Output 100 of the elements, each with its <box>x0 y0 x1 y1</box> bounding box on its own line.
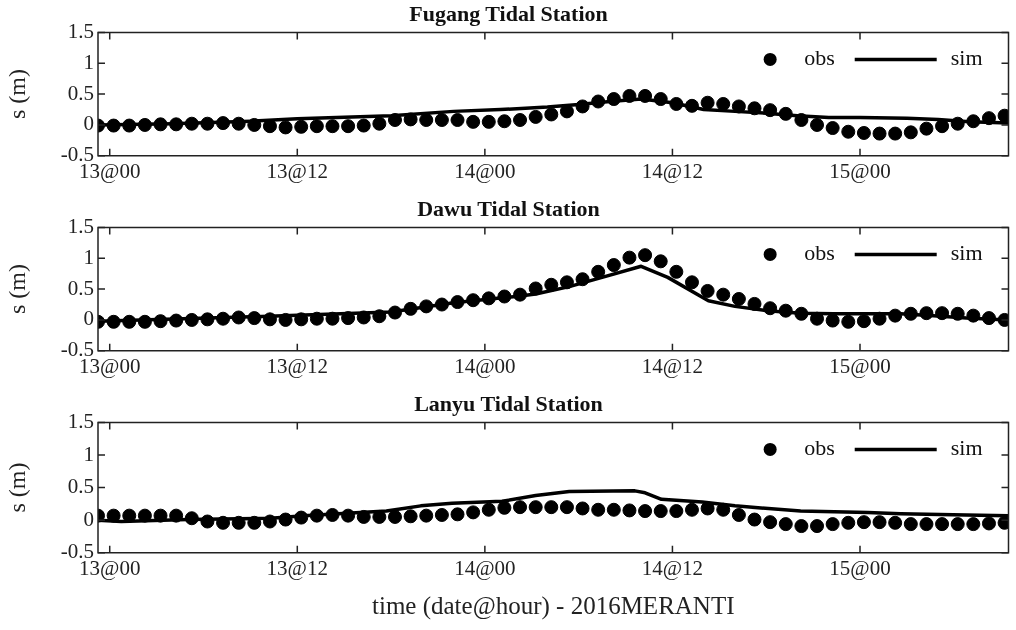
point <box>606 258 621 273</box>
chart-title: Dawu Tidal Station <box>417 195 600 221</box>
point <box>200 116 215 131</box>
point <box>544 500 559 515</box>
point <box>278 312 293 327</box>
x-tick-label: 15@00 <box>829 555 891 580</box>
point <box>122 314 137 329</box>
point <box>184 116 199 131</box>
point <box>872 515 887 530</box>
x-tick-label: 14@12 <box>641 353 704 378</box>
point <box>591 264 606 279</box>
point <box>325 119 340 134</box>
point <box>653 254 668 269</box>
point <box>450 113 465 128</box>
point <box>528 281 543 296</box>
point <box>184 312 199 327</box>
chart-title: Fugang Tidal Station <box>409 0 608 26</box>
point <box>325 507 340 522</box>
point <box>653 504 668 519</box>
point <box>591 502 606 517</box>
point <box>434 507 449 522</box>
point <box>950 306 965 321</box>
point <box>966 308 981 323</box>
point <box>888 515 903 530</box>
point <box>778 106 793 121</box>
point <box>419 113 434 128</box>
x-tick-label: 14@00 <box>454 158 516 183</box>
y-tick-label: 0 <box>83 506 94 531</box>
point <box>622 503 637 518</box>
point <box>794 519 809 534</box>
point <box>434 113 449 128</box>
point <box>981 111 996 126</box>
point <box>559 275 574 290</box>
point <box>169 508 184 523</box>
point <box>825 121 840 136</box>
point <box>137 314 152 329</box>
y-tick-label: 1 <box>83 441 94 466</box>
point <box>606 502 621 517</box>
x-tick-label: 14@12 <box>641 555 704 580</box>
point <box>403 112 418 127</box>
point <box>700 95 715 110</box>
point <box>184 511 199 526</box>
point <box>481 502 496 517</box>
y-tick-label: 0 <box>83 306 94 331</box>
point <box>872 311 887 326</box>
point <box>153 508 168 523</box>
x-tick-label: 15@00 <box>829 158 891 183</box>
point <box>763 301 778 316</box>
legend-label: obs <box>804 435 835 461</box>
x-tick-label: 14@00 <box>454 353 516 378</box>
point <box>731 507 746 522</box>
point <box>466 114 481 129</box>
point <box>669 96 684 111</box>
point <box>497 500 512 515</box>
point <box>856 314 871 329</box>
point <box>591 94 606 109</box>
point <box>231 515 246 530</box>
point <box>466 505 481 520</box>
legend-label: obs <box>804 45 835 71</box>
point <box>622 250 637 265</box>
point <box>575 272 590 287</box>
point <box>372 116 387 131</box>
point <box>466 293 481 308</box>
point <box>513 287 528 302</box>
point <box>513 500 528 515</box>
point <box>137 117 152 132</box>
point <box>684 502 699 517</box>
point <box>403 301 418 316</box>
point <box>856 125 871 140</box>
x-axis-title: time (date@hour) - 2016MERANTI <box>371 591 735 620</box>
point <box>559 104 574 119</box>
legend-label: obs <box>804 240 835 266</box>
point <box>387 509 402 524</box>
point <box>919 306 934 321</box>
point <box>341 311 356 326</box>
x-tick-label: 13@12 <box>266 555 328 580</box>
point <box>294 510 309 525</box>
point <box>747 296 762 311</box>
point <box>700 283 715 298</box>
point <box>247 311 262 326</box>
point <box>638 504 653 519</box>
point <box>200 514 215 529</box>
point <box>294 312 309 327</box>
point <box>216 311 231 326</box>
legend-label: sim <box>950 240 983 266</box>
point <box>731 99 746 114</box>
point <box>153 314 168 329</box>
point <box>888 126 903 141</box>
point <box>231 310 246 325</box>
point <box>841 124 856 139</box>
point <box>419 508 434 523</box>
point <box>747 101 762 116</box>
point <box>497 289 512 304</box>
point <box>763 103 778 118</box>
point <box>216 116 231 131</box>
point <box>528 109 543 124</box>
point <box>559 500 574 515</box>
point <box>356 310 371 325</box>
point <box>387 113 402 128</box>
point <box>169 117 184 132</box>
